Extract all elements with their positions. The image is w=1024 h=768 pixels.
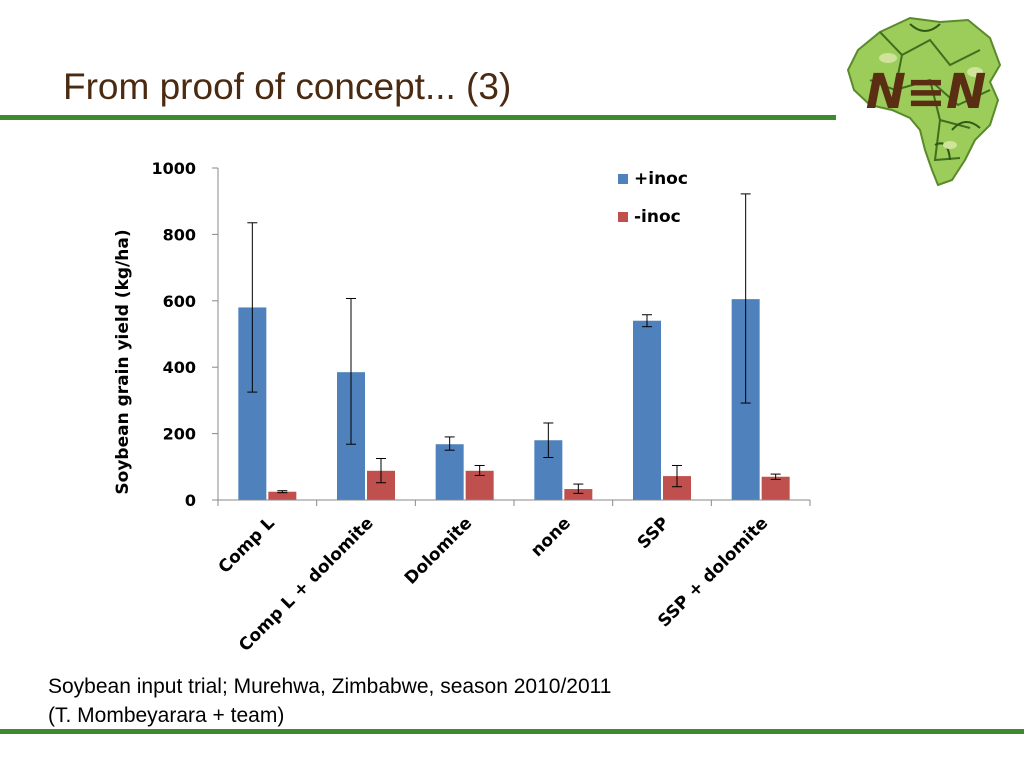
chart-legend: +inoc -inoc <box>618 169 688 227</box>
y-axis-label: Soybean grain yield (kg/ha) <box>113 229 133 494</box>
caption-line-1: Soybean input trial; Murehwa, Zimbabwe, … <box>48 675 612 698</box>
y-tick-label: 200 <box>163 425 196 444</box>
y-tick-label: 600 <box>163 292 196 311</box>
caption-line-2: (T. Mombeyarara + team) <box>48 704 285 727</box>
bar-inoc-minus <box>268 491 297 500</box>
nn-logo: N≡N <box>846 16 1002 187</box>
x-tick-label: Comp L <box>215 513 279 577</box>
legend-swatch <box>618 212 628 222</box>
x-tick-label: none <box>527 513 575 561</box>
bar-inoc-minus <box>761 476 790 500</box>
y-tick-label: 0 <box>185 491 196 510</box>
x-tick-label: Dolomite <box>401 513 476 588</box>
bars <box>238 299 790 500</box>
logo-text: N≡N <box>866 64 987 120</box>
legend-label: -inoc <box>634 207 681 227</box>
y-axis-ticks: 0 200 400 600 800 1000 <box>151 159 218 510</box>
footer-divider <box>0 729 1024 734</box>
bar-inoc-plus <box>435 444 464 500</box>
title-divider <box>0 115 836 120</box>
y-tick-label: 1000 <box>151 159 196 178</box>
africa-map-leaves-icon <box>846 16 1002 187</box>
bar-inoc-minus <box>663 476 691 500</box>
legend-label: +inoc <box>634 169 688 189</box>
slide-title: From proof of concept... (3) <box>63 66 512 107</box>
bar-inoc-plus <box>633 320 661 500</box>
legend-swatch <box>618 174 628 184</box>
y-tick-label: 800 <box>163 225 196 244</box>
y-tick-label: 400 <box>163 358 196 377</box>
x-tick-label: SSP + dolomite <box>654 513 772 631</box>
error-bars <box>247 193 781 494</box>
x-tick-label: SSP <box>634 513 674 553</box>
bar-inoc-minus <box>564 489 593 500</box>
slide-caption: Soybean input trial; Murehwa, Zimbabwe, … <box>48 672 611 730</box>
